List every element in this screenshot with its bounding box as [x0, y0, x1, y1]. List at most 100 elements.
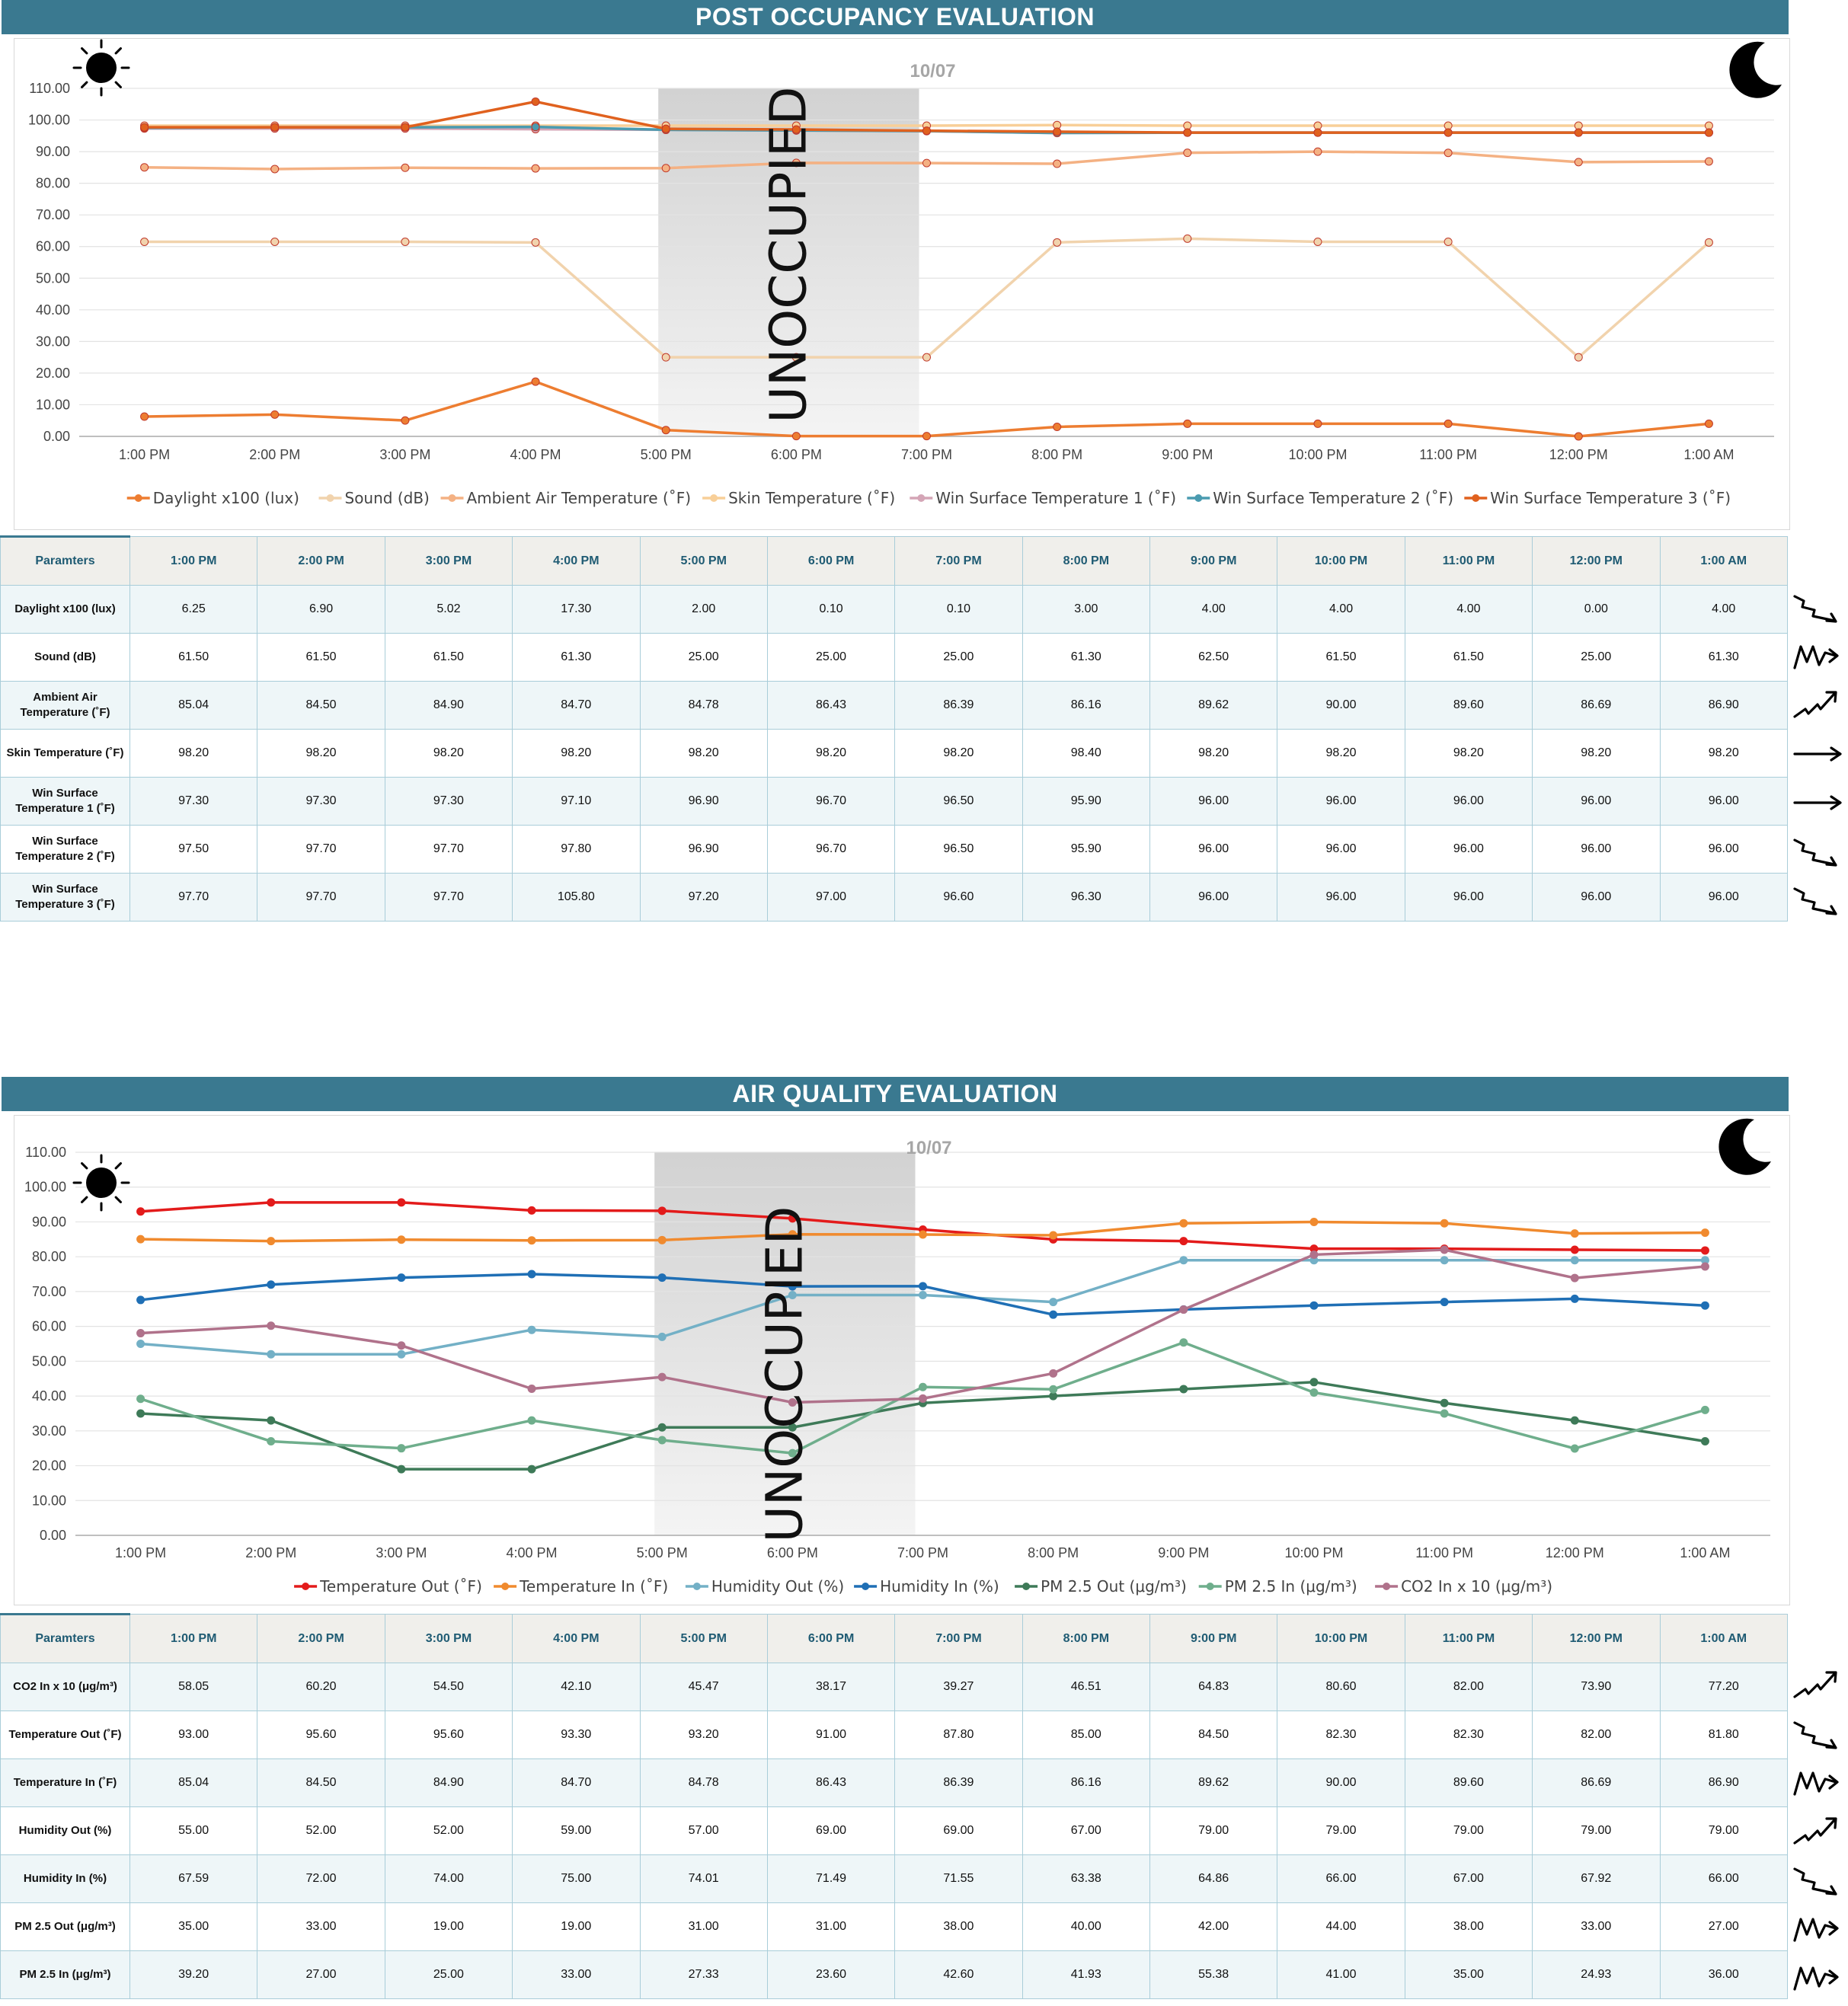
date-label: 10/07: [910, 61, 955, 81]
table-cell: 73.90: [1532, 1663, 1661, 1711]
table-row: PM 2.5 Out (μg/m³) 35.00 33.00 19.00 19.00 31…: [0, 1902, 1788, 1951]
data-point: [1183, 419, 1192, 428]
data-point: [1444, 419, 1453, 428]
x-tick-label: 4:00 PM: [510, 447, 561, 462]
trend-up-icon: [1793, 1671, 1837, 1698]
chart-container: 0.00 10.00 20.00 30.00 40.00 50.00 60.00 70.00 8…: [14, 1115, 1790, 1605]
table-cell: 97.80: [512, 825, 641, 874]
table-cell: 93.00: [129, 1711, 258, 1759]
table-cell: 64.86: [1149, 1854, 1278, 1903]
data-point: [1049, 1310, 1058, 1319]
series-6: [140, 97, 1713, 137]
table-cell: 61.50: [129, 633, 258, 682]
y-tick-label: 0.00: [43, 429, 70, 444]
table-cell: 86.39: [894, 681, 1023, 730]
data-point: [788, 1282, 797, 1291]
table-cell: 86.43: [766, 1758, 896, 1807]
data-point: [1444, 237, 1453, 246]
legend-label: Win Surface Temperature 3 (˚F): [1490, 489, 1731, 507]
table-row: CO2 In x 10 (μg/m³) 58.05 60.20 54.50 42.10 4…: [0, 1663, 1788, 1711]
table-cell: 35.00: [1404, 1950, 1533, 1999]
table-cell: 67.92: [1532, 1854, 1661, 1903]
legend-item: Win Surface Temperature 1 (˚F): [910, 489, 1176, 507]
param-label: CO2 In x 10 (μg/m³): [0, 1663, 130, 1711]
series-0: [140, 377, 1713, 441]
trend-down-icon: [1793, 887, 1837, 915]
legend-item: Humidity In (%): [854, 1577, 999, 1596]
table-cell: 98.20: [1659, 729, 1788, 778]
table-cell: 31.00: [766, 1902, 896, 1951]
data-point: [1309, 1217, 1319, 1226]
x-tick-label: 10:00 PM: [1284, 1545, 1343, 1560]
table-row: Temperature Out (˚F) 93.00 95.60 95.60 93.30…: [0, 1711, 1788, 1759]
table-cell: 6.25: [129, 585, 258, 634]
table-cell: 93.20: [639, 1711, 768, 1759]
data-point: [1570, 1416, 1579, 1425]
legend-label: CO2 In x 10 (μg/m³): [1401, 1577, 1552, 1596]
param-label: Sound (dB): [0, 633, 130, 682]
table-cell: 87.80: [894, 1711, 1023, 1759]
data-point: [267, 1280, 276, 1289]
y-tick-label: 100.00: [28, 113, 70, 128]
data-point: [1704, 238, 1713, 247]
table-cell: 96.00: [1659, 873, 1788, 922]
series-1: [140, 234, 1713, 362]
legend-label: Temperature In (˚F): [519, 1577, 668, 1596]
param-label: Win Surface Temperature 2 (˚F): [0, 825, 130, 874]
y-tick-label: 10.00: [36, 397, 70, 412]
x-tick-label: 6:00 PM: [771, 447, 822, 462]
time-column-header: 1:00 AM: [1659, 536, 1788, 586]
x-tick-label: 8:00 PM: [1031, 447, 1082, 462]
data-point: [791, 125, 801, 134]
param-label: Win Surface Temperature 3 (˚F): [0, 873, 130, 922]
legend-label: Skin Temperature (˚F): [728, 489, 895, 507]
trend-flat-icon: [1793, 746, 1842, 762]
y-tick-label: 40.00: [36, 302, 70, 318]
data-point: [527, 1416, 536, 1425]
data-point: [1700, 1262, 1709, 1271]
table-cell: 82.30: [1404, 1711, 1533, 1759]
data-point: [919, 1382, 927, 1391]
x-tick-label: 8:00 PM: [1028, 1545, 1079, 1560]
data-point: [1700, 1228, 1709, 1238]
time-column-header: 12:00 PM: [1532, 536, 1661, 586]
data-point: [136, 1340, 145, 1348]
legend-item: Win Surface Temperature 3 (˚F): [1464, 489, 1731, 507]
data-point: [1700, 1246, 1709, 1255]
y-tick-label: 10.00: [32, 1493, 66, 1508]
data-point: [1704, 157, 1713, 166]
table-cell: 84.70: [512, 1758, 641, 1807]
table-cell: 63.38: [1022, 1854, 1151, 1903]
data-point: [788, 1230, 797, 1239]
data-point: [1444, 149, 1453, 158]
y-tick-label: 60.00: [36, 239, 70, 254]
table-cell: 61.50: [384, 633, 513, 682]
time-column-header: 11:00 PM: [1404, 1614, 1533, 1663]
table-cell: 3.00: [1022, 585, 1151, 634]
data-point: [1183, 128, 1192, 137]
trend-volatile-icon: [1793, 1771, 1839, 1796]
data-point: [267, 1350, 276, 1359]
data-point: [140, 412, 149, 421]
time-column-header: 8:00 PM: [1022, 536, 1151, 586]
data-point: [531, 377, 540, 386]
table-cell: 66.00: [1659, 1854, 1788, 1903]
time-column-header: 2:00 PM: [257, 536, 385, 586]
data-point: [1313, 419, 1322, 428]
time-column-header: 9:00 PM: [1149, 536, 1278, 586]
table-cell: 67.59: [129, 1854, 258, 1903]
data-point: [657, 1235, 667, 1244]
param-label: Daylight x100 (lux): [0, 585, 130, 634]
data-point: [397, 1341, 406, 1350]
time-column-header: 3:00 PM: [384, 1614, 513, 1663]
table-cell: 96.00: [1149, 873, 1278, 922]
data-point: [527, 1236, 536, 1245]
table-cell: 98.20: [894, 729, 1023, 778]
data-point: [527, 1270, 536, 1279]
data-point: [1700, 1437, 1709, 1446]
param-label: Ambient Air Temperature (˚F): [0, 681, 130, 730]
table-cell: 86.39: [894, 1758, 1023, 1807]
table-cell: 95.60: [384, 1711, 513, 1759]
series-line: [144, 380, 1709, 438]
table-cell: 96.50: [894, 777, 1023, 826]
